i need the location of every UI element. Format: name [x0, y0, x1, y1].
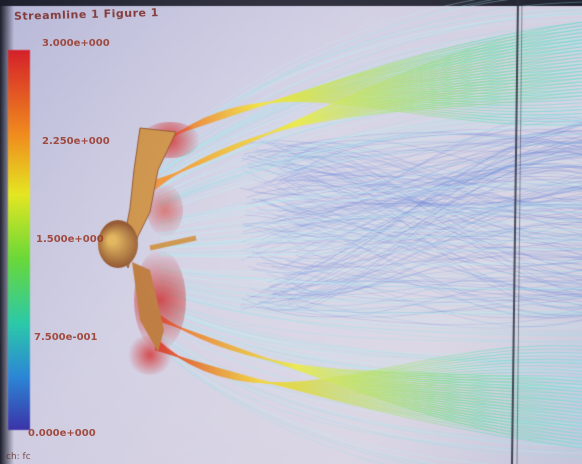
colorbar-label-mid: 1.500e+000: [36, 234, 104, 245]
colorbar-label-lower: 7.500e-001: [34, 332, 98, 343]
corner-note: ch: fc: [6, 452, 31, 462]
colorbar-label-max: 3.000e+000: [42, 38, 110, 49]
colorbar-label-upper: 2.250e+000: [42, 136, 110, 147]
colorbar-label-min: 0.000e+000: [28, 428, 96, 439]
colorbar-legend: [8, 50, 30, 430]
